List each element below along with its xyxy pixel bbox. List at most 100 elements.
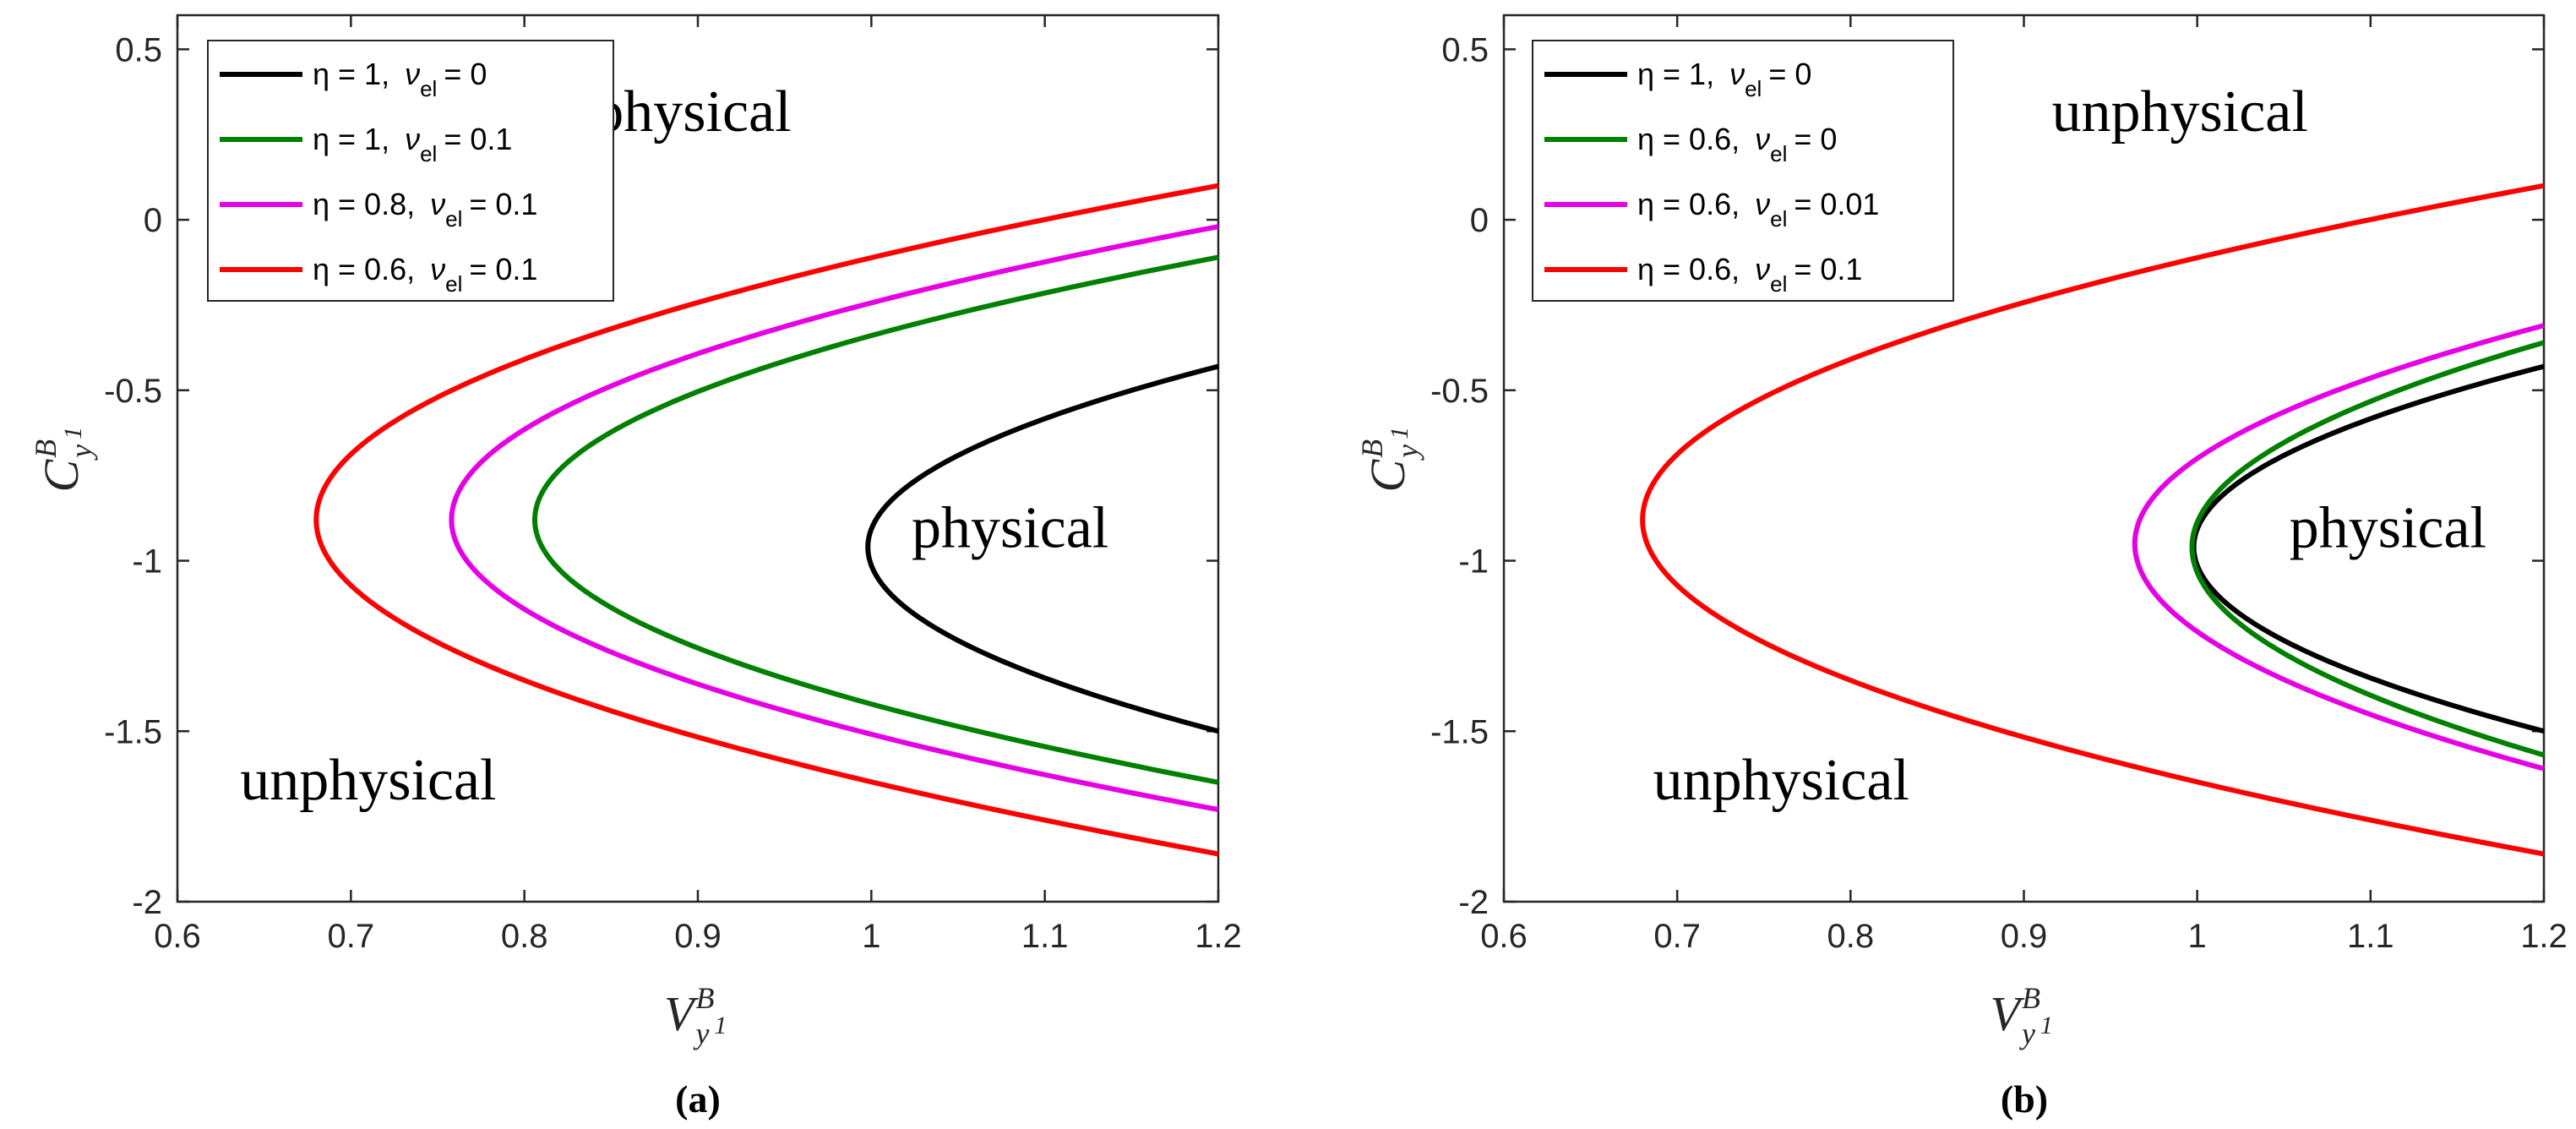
legend-eta: η = 0.6, xyxy=(313,252,415,286)
series-curve-2 xyxy=(531,254,1219,785)
x-tick-label: 1.2 xyxy=(2520,918,2568,955)
y-tick-label: -0.5 xyxy=(1430,373,1489,410)
legend-nu-sub: el xyxy=(420,141,437,166)
legend-entry: η = 0.6, νel = 0.1 xyxy=(1637,252,1862,297)
legend-nu-sub: el xyxy=(445,206,462,232)
legend-entry: η = 1, νel = 0.1 xyxy=(313,122,512,166)
chart-panel-b: 0.6 0.7 0.8 0.9 1 1.1 1.2 -2 -1.5 -1 -0.5 0 0.5 unphy… xyxy=(1355,14,2568,1121)
axis-sup: B xyxy=(29,439,63,458)
legend-entry: η = 0.8, νel = 0.1 xyxy=(313,187,537,232)
legend-nu-value: = 0 xyxy=(1768,57,1811,91)
legend-nu-value: = 0.01 xyxy=(1794,187,1879,221)
legend-nu-sub: el xyxy=(420,76,437,101)
legend: η = 1, νel = 0η = 0.6, νel = 0η = 0.6, νel = 0… xyxy=(1532,40,1954,302)
y-tick-label: 0 xyxy=(1470,202,1489,239)
y-axis-label: CBy 1 xyxy=(1355,427,1424,493)
legend-eta: η = 0.6, xyxy=(1637,122,1740,156)
series-curve-2 xyxy=(2189,340,2545,758)
legend-eta: η = 0.6, xyxy=(1637,187,1740,221)
axis-sub: y xyxy=(64,445,98,461)
legend-entry: η = 0.6, νel = 0 xyxy=(1637,122,1837,166)
y-axis-label: CBy 1 xyxy=(29,427,98,493)
legend-entry: η = 0.6, νel = 0.1 xyxy=(313,252,537,297)
x-tick-label: 1.2 xyxy=(1195,918,1242,955)
legend-nu-value: = 0.1 xyxy=(444,122,512,156)
legend-nu: ν xyxy=(1755,122,1770,156)
legend-nu: ν xyxy=(430,252,445,286)
legend-nu-sub: el xyxy=(1770,141,1787,166)
legend-eta: η = 0.6, xyxy=(1637,252,1740,286)
x-tick-label: 0.7 xyxy=(1653,918,1701,955)
legend-nu-sub: el xyxy=(1770,271,1787,297)
x-tick-label: 0.6 xyxy=(1480,918,1528,955)
x-axis-label: VB y 1 xyxy=(664,981,727,1050)
legend-nu: ν xyxy=(1755,252,1770,286)
legend-entry: η = 0.6, νel = 0.01 xyxy=(1637,187,1879,232)
legend-nu-value: = 0.1 xyxy=(469,187,537,221)
x-tick-label: 0.9 xyxy=(2001,918,2048,955)
legend-nu-value: = 0.1 xyxy=(1794,252,1862,286)
legend: η = 1, νel = 0η = 1, νel = 0.1η = 0.8, νel = 0… xyxy=(207,40,614,302)
x-tick-label: 0.9 xyxy=(674,918,722,955)
x-tick-label: 1 xyxy=(862,918,880,955)
series-curve-4 xyxy=(1640,183,2545,857)
x-tick-label: 1 xyxy=(2188,918,2207,955)
y-tick-label: 0.5 xyxy=(115,31,162,68)
legend-nu-value: = 0.1 xyxy=(469,252,537,286)
x-tick-label: 0.8 xyxy=(501,918,548,955)
axis-sup: B xyxy=(695,981,714,1015)
panel-label: (a) xyxy=(675,1077,721,1121)
axis-main: C xyxy=(1360,459,1415,493)
y-axis-label-text: CBy 1 xyxy=(1355,427,1424,493)
axis-sup: B xyxy=(2022,981,2040,1015)
legend-entry: η = 1, νel = 0 xyxy=(313,57,487,101)
x-axis-label: VB y 1 xyxy=(1991,981,2053,1050)
y-tick-label: -2 xyxy=(1458,884,1489,921)
x-tick-label: 1.1 xyxy=(2347,918,2394,955)
axis-subsub: 1 xyxy=(1386,427,1413,439)
axis-subsub: 1 xyxy=(714,1012,727,1039)
series-curve-4 xyxy=(313,183,1219,857)
legend-eta: η = 1, xyxy=(313,57,389,91)
y-tick-label: -1.5 xyxy=(104,713,162,750)
y-tick-label: -1.5 xyxy=(1430,713,1489,750)
y-tick-label: -1 xyxy=(1458,543,1489,581)
legend-eta: η = 0.8, xyxy=(313,187,415,221)
axis-main: C xyxy=(34,459,89,493)
axis-sub: y xyxy=(1391,445,1424,461)
x-tick-label: 0.8 xyxy=(1827,918,1875,955)
legend-nu: ν xyxy=(1729,57,1745,91)
x-tick-label: 0.6 xyxy=(154,918,201,955)
series-curve-1 xyxy=(865,363,1219,734)
region-label-unphysical: unphysical xyxy=(240,748,496,813)
legend-eta: η = 1, xyxy=(1637,57,1714,91)
legend-nu-value: = 0 xyxy=(1794,122,1837,156)
x-tick-label: 0.7 xyxy=(328,918,375,955)
axis-sub: y xyxy=(2019,1017,2035,1050)
region-label-physical: physical xyxy=(912,495,1108,560)
y-tick-label: -0.5 xyxy=(104,373,162,410)
axis-sub: y xyxy=(693,1017,709,1050)
legend-nu: ν xyxy=(405,57,420,91)
legend-nu-sub: el xyxy=(1745,76,1762,101)
region-label-unphysical: unphysical xyxy=(1653,748,1909,813)
x-tick-label: 1.1 xyxy=(1021,918,1069,955)
chart-panel-a: 0.6 0.7 0.8 0.9 1 1.1 1.2 -2 -1.5 -1 -0.5 0 0.5 unphy… xyxy=(29,14,1242,1121)
y-tick-label: -2 xyxy=(132,884,162,921)
legend-nu-sub: el xyxy=(445,271,462,297)
y-tick-label: -1 xyxy=(132,543,162,581)
legend-box xyxy=(207,40,614,302)
legend-entry: η = 1, νel = 0 xyxy=(1637,57,1811,101)
region-label-unphysical: unphysical xyxy=(2052,79,2308,145)
legend-nu-value: = 0 xyxy=(444,57,487,91)
region-label-physical: physical xyxy=(2290,495,2486,560)
legend-eta: η = 1, xyxy=(313,122,389,156)
y-tick-label: 0.5 xyxy=(1441,31,1489,68)
legend-nu: ν xyxy=(405,122,420,156)
legend-box xyxy=(1532,40,1954,302)
panel-label: (b) xyxy=(2001,1077,2048,1121)
axis-subsub: 1 xyxy=(2040,1012,2053,1039)
axis-subsub: 1 xyxy=(59,427,87,439)
series-curve-3 xyxy=(2132,323,2545,772)
